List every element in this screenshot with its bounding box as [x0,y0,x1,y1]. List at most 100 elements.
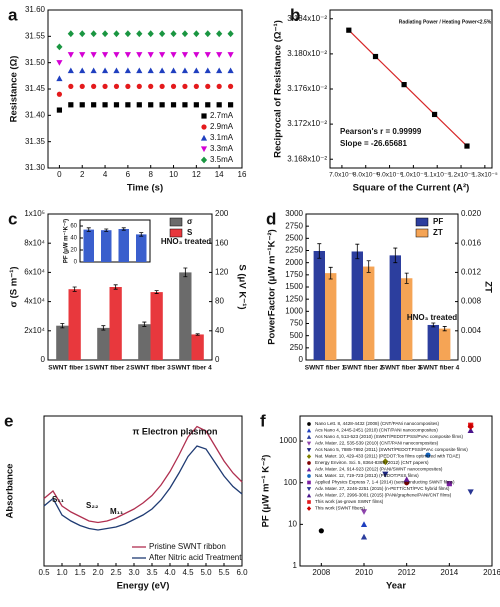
point [182,83,188,89]
y-tick-label: 3.180x10⁻² [287,49,327,58]
point [204,67,211,74]
point [79,102,85,108]
y-tick-label: 10 [288,519,297,528]
point [193,52,200,58]
x-tick-label: 5.5 [218,568,230,577]
y-tick-label: 4x10⁴ [24,297,45,306]
x-tick-label: 9.0x10⁻⁶ [377,172,403,179]
point [56,75,63,82]
legend-marker [306,467,312,472]
panel-label: d [266,209,276,228]
x-tick-label: 3.5 [146,568,158,577]
y2-tick-label: 0.004 [461,326,482,335]
x-tick-label: 0 [57,170,62,179]
x-tick-label: 4.0 [164,568,176,577]
legend-label: Applied Physics Express 7, 1-4 (2014) (s… [315,480,455,485]
y-tick-label: 750 [290,319,304,328]
x-tick-label: 2 [80,170,85,179]
y-tick-label: 1000 [285,306,303,315]
legend-label: This work (as-grown SWNT films) [315,499,384,504]
legend-marker [307,480,311,485]
y-tick-label: 2250 [285,246,303,255]
y2-tick-label: 200 [215,209,229,218]
point [148,102,154,108]
legend-label: σ [187,217,193,226]
point [446,481,452,487]
point [193,83,199,89]
legend-label: Nat. Mater. 10, 429-433 (2011) (PEDOT:To… [315,454,461,459]
error-bar [72,286,77,292]
y-tick-label: 20 [70,248,77,254]
panel-label: f [260,411,266,430]
y-tick-label: 2750 [285,221,303,230]
x-tick-label: 12 [192,170,201,179]
y-axis-label: PowerFactor (μW m⁻¹K⁻²) [267,229,278,345]
point [227,83,234,89]
x-tick-label: 2.5 [110,568,122,577]
bar [313,250,325,360]
point [360,509,368,515]
annotation: Slope = -26.65681 [340,139,407,148]
point [227,102,234,108]
x-tick-label: 2016 [483,568,500,577]
annotation: Radiating Power / Heating Power<2.5% [399,19,492,25]
point [113,102,120,108]
y2-axis-label: ZT [482,281,493,293]
x-tick-label: 8.0x10⁻⁶ [353,172,379,179]
legend-marker [306,493,312,498]
point [136,52,143,58]
x-tick-label: 4.5 [182,568,194,577]
legend-swatch [415,228,429,238]
x-axis-label: Square of the Current (A²) [353,183,470,194]
point [382,471,389,478]
point [67,30,74,38]
bar [427,324,439,360]
point [67,52,74,58]
y2-tick-label: 0.008 [461,297,482,306]
y2-tick-label: 0 [215,355,220,364]
x-tick-label: 2.0 [92,568,104,577]
legend-label: Pristine SWNT ribbon [149,542,226,551]
x-tick-label: 6 [126,170,131,179]
y-tick-label: 3.176x10⁻² [287,84,327,93]
y-tick-label: 31.60 [25,5,46,14]
point [216,83,222,89]
legend-marker [306,428,312,433]
point [79,30,86,38]
legend-marker [306,487,312,492]
bar [389,255,401,360]
point [101,67,109,74]
point [204,30,211,38]
legend-marker [307,500,311,504]
annotation: S₂₂ [86,501,99,510]
point [101,52,109,58]
legend-label: S [187,228,193,237]
bar [97,327,110,360]
error-bar [355,243,360,260]
y-tick-label: 31.35 [25,137,46,146]
plot-frame [47,213,213,361]
point [193,102,199,108]
legend-swatch [415,217,429,227]
y-tick-label: 31.30 [25,163,46,172]
x-tick-label: 1.5 [74,568,86,577]
point [216,30,223,38]
x-tick-label: 1.2x10⁻⁵ [448,172,474,179]
point [181,30,189,38]
legend-swatch [169,228,183,238]
panel-label: c [8,209,17,228]
point [382,458,389,466]
point [147,67,154,74]
point [56,91,63,97]
point [125,102,131,108]
x-tick-label: 10 [169,170,178,179]
point [147,30,154,38]
x-tick-label: 1.1x10⁻⁵ [424,172,450,179]
point [182,102,188,108]
legend-label: Nat. Mater. 12, 719-723 (2013) (PEDOT:PS… [315,473,419,478]
x-tick-label: 6.0 [236,568,248,577]
x-tick-label: SWNT fiber 1 [305,365,346,372]
x-tick-label: SWNT fiber 2 [343,365,384,372]
bar [363,266,375,360]
legend-label: Adv. Mater. 27, 2246-2251 (2015) (n-PETT… [315,486,450,491]
